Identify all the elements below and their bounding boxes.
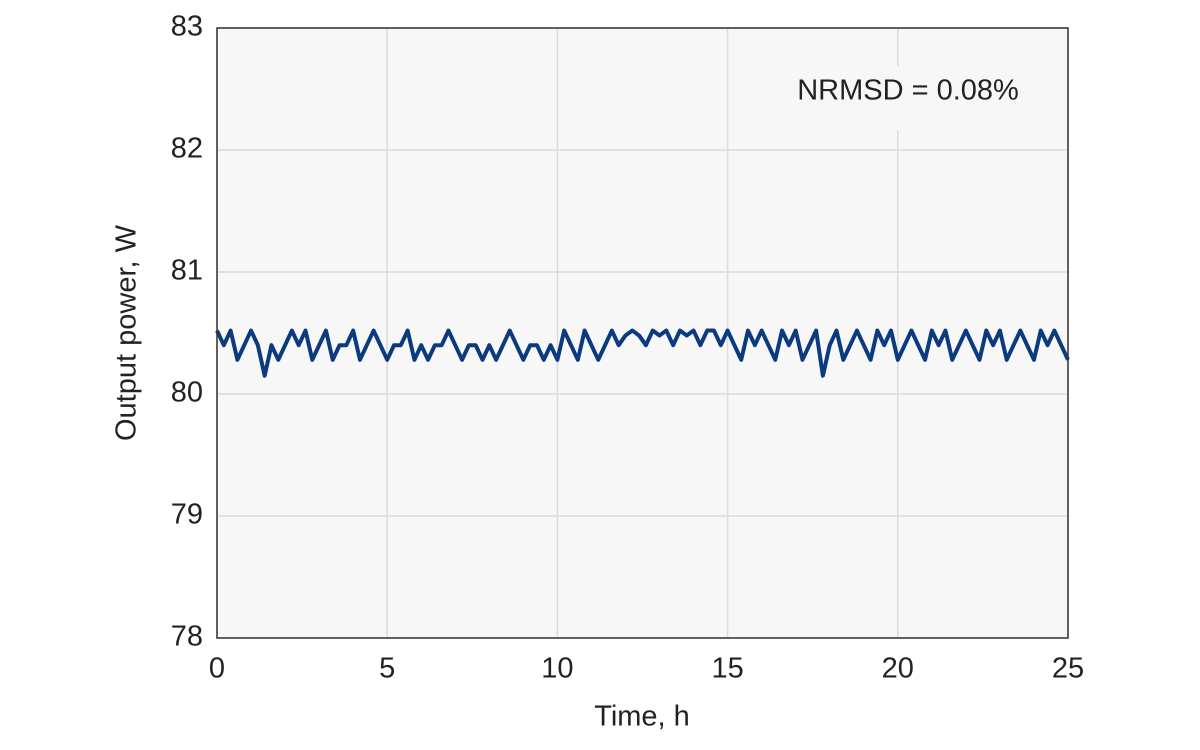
y-tick-label: 83 [171,11,203,43]
x-tick-label: 25 [1052,653,1084,685]
y-tick-label: 80 [171,377,203,409]
x-tick-label: 10 [541,653,573,685]
data-line [215,328,1070,378]
annotation: NRMSD = 0.08% [797,75,1019,107]
x-tick-label: 5 [379,653,395,685]
annotation-box [780,66,1040,130]
y-tick-label: 81 [171,255,203,287]
data-lines [215,328,1070,378]
plot-frame [216,27,1069,639]
y-tick-label: 82 [171,133,203,165]
y-tick-label: 79 [171,499,203,531]
x-tick-label: 15 [711,653,743,685]
x-axis-label: Time, h [594,701,690,733]
x-tick-label: 0 [209,653,225,685]
x-tick-label: 20 [882,653,914,685]
y-axis-label: Output power, W [111,224,143,441]
y-tick-label: 78 [171,621,203,653]
